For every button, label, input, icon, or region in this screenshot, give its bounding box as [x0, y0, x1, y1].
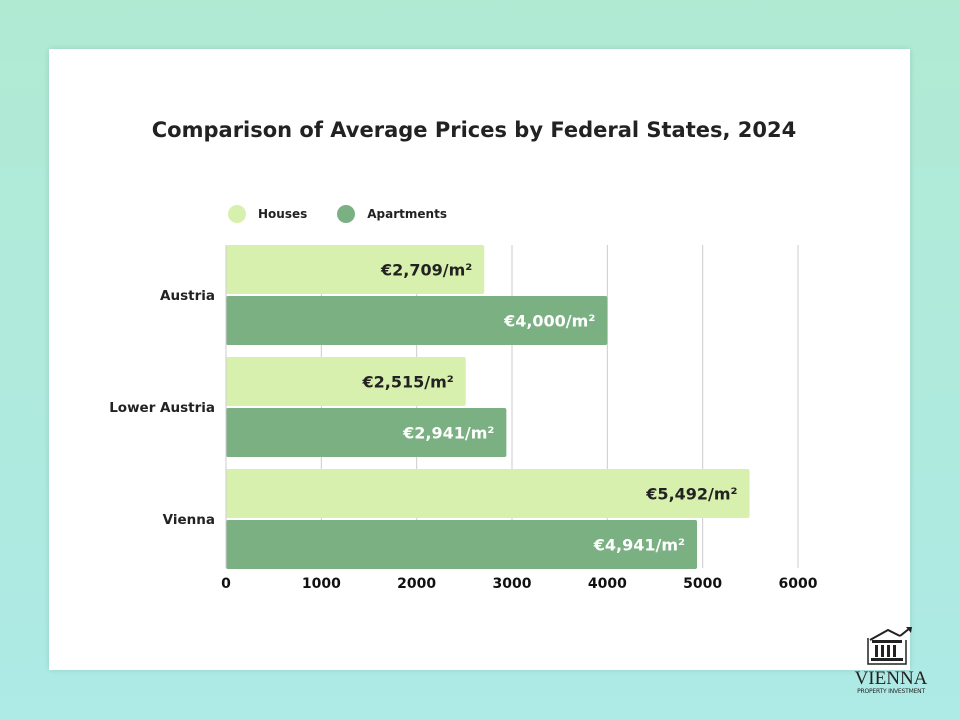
bar-apartments [226, 296, 608, 345]
legend-swatch-apartments [337, 205, 356, 223]
legend-label-apartments: Apartments [367, 207, 447, 221]
x-tick-label: 6000 [779, 576, 818, 592]
x-tick-label: 4000 [588, 576, 627, 592]
data-label: €2,941/m² [402, 424, 494, 443]
bar-houses [226, 245, 485, 294]
bar-houses [226, 357, 466, 406]
building-chart-logo-icon [867, 627, 912, 665]
legend-swatch-houses [228, 205, 246, 223]
legend-label-houses: Houses [258, 207, 308, 221]
logo-subtitle: PROPERTY INVESTMENT [857, 688, 925, 695]
x-tick-label: 1000 [302, 576, 341, 592]
data-label: €4,941/m² [593, 536, 685, 555]
bar-apartments [226, 408, 507, 457]
logo: VIENNA PROPERTY INVESTMENT [846, 626, 936, 695]
category-label: Lower Austria [109, 400, 215, 416]
x-tick-label: 2000 [397, 576, 436, 592]
x-tick-label: 0 [221, 576, 231, 592]
chart-title: Comparison of Average Prices by Federal … [151, 118, 797, 142]
legend: Houses Apartments [228, 205, 477, 223]
data-label: €2,709/m² [380, 261, 472, 280]
bar-apartments [226, 520, 698, 569]
category-label: Vienna [163, 512, 215, 528]
data-label: €5,492/m² [645, 485, 737, 504]
x-tick-label: 5000 [683, 576, 722, 592]
category-label: Austria [160, 288, 215, 304]
data-label: €4,000/m² [503, 312, 595, 331]
bar-houses [226, 469, 750, 518]
x-tick-label: 3000 [493, 576, 532, 592]
logo-name: VIENNA [854, 668, 928, 689]
data-label: €2,515/m² [361, 373, 453, 392]
